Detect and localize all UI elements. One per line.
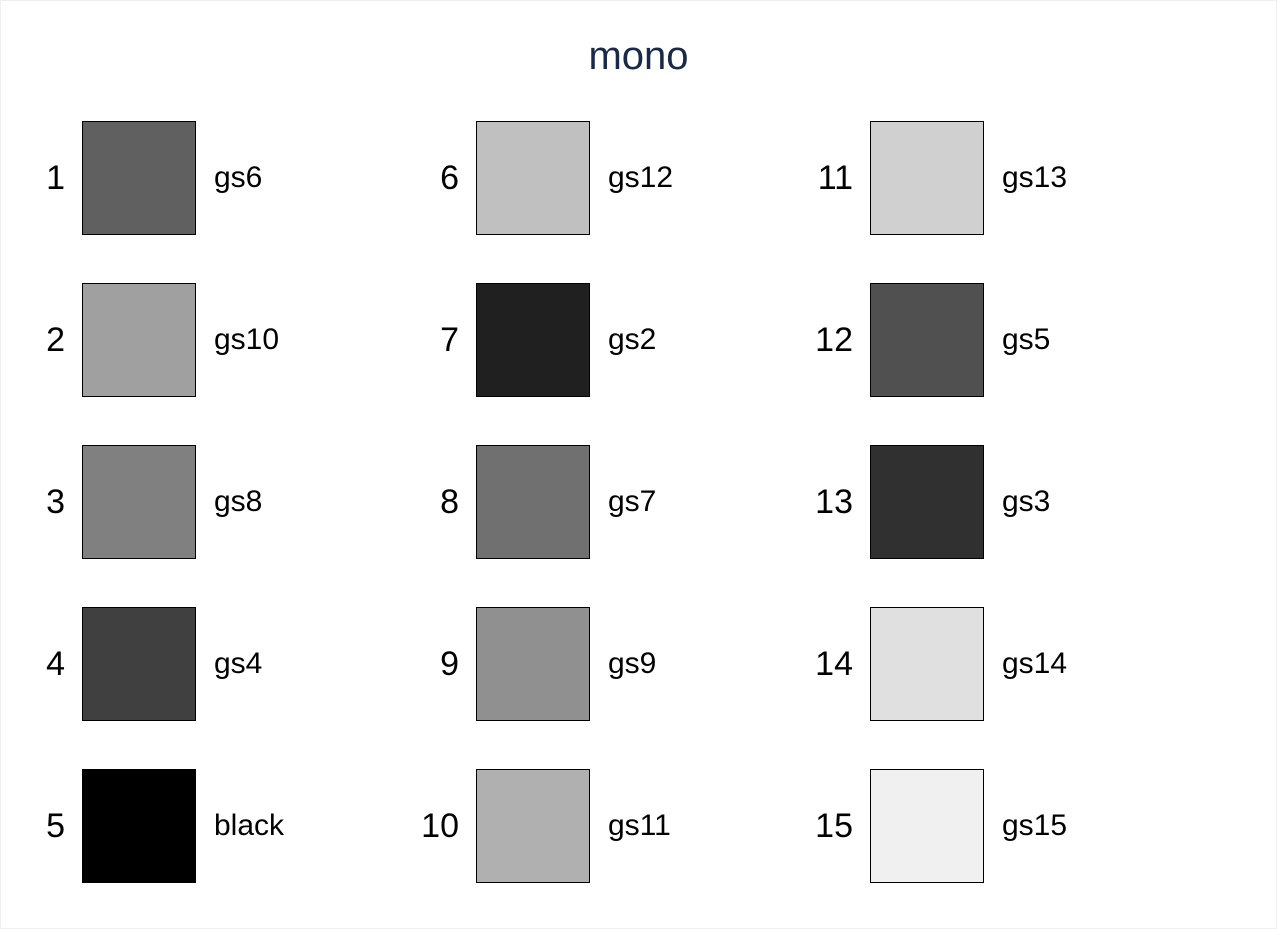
color-swatch <box>82 283 196 397</box>
swatch-index: 13 <box>815 483 853 521</box>
swatch-name: gs7 <box>608 485 657 518</box>
swatch-cell: 15 gs15 <box>788 769 1182 883</box>
swatch-cell: 1 gs6 <box>0 121 394 235</box>
swatch-cell: 10 gs11 <box>394 769 788 883</box>
swatch-name: gs6 <box>214 161 263 194</box>
swatch-cell: 6 gs12 <box>394 121 788 235</box>
color-swatch <box>870 769 984 883</box>
color-swatch <box>870 607 984 721</box>
color-swatch <box>476 769 590 883</box>
swatch-name: black <box>214 809 285 842</box>
color-swatch <box>82 121 196 235</box>
swatch-name: gs9 <box>608 647 657 680</box>
swatch-index: 15 <box>815 807 853 845</box>
swatch-cell: 13 gs3 <box>788 445 1182 559</box>
swatch-cell: 2 gs10 <box>0 283 394 397</box>
color-swatch <box>870 445 984 559</box>
swatch-name: gs2 <box>608 323 657 356</box>
swatch-name: gs13 <box>1002 161 1068 194</box>
swatch-cell: 14 gs14 <box>788 607 1182 721</box>
swatch-index: 14 <box>815 645 853 683</box>
swatch-index: 7 <box>440 321 459 359</box>
color-swatch <box>82 445 196 559</box>
swatch-name: gs15 <box>1002 809 1068 842</box>
swatch-name: gs8 <box>214 485 263 518</box>
swatch-index: 9 <box>440 645 459 683</box>
swatch-name: gs4 <box>214 647 263 680</box>
swatch-cell: 7 gs2 <box>394 283 788 397</box>
swatch-name: gs3 <box>1002 485 1051 518</box>
color-swatch <box>870 283 984 397</box>
swatch-cell: 5 black <box>0 769 394 883</box>
swatch-index: 1 <box>46 159 65 197</box>
swatch-cell: 4 gs4 <box>0 607 394 721</box>
swatch-index: 11 <box>817 159 853 197</box>
swatch-index: 5 <box>46 807 65 845</box>
swatch-name: gs14 <box>1002 647 1068 680</box>
swatch-index: 12 <box>815 321 853 359</box>
color-swatch <box>476 121 590 235</box>
swatch-cell: 8 gs7 <box>394 445 788 559</box>
swatch-index: 2 <box>46 321 65 359</box>
palette-title: mono <box>588 34 689 78</box>
swatch-cell: 12 gs5 <box>788 283 1182 397</box>
swatch-cell: 11 gs13 <box>788 121 1182 235</box>
color-swatch <box>476 283 590 397</box>
swatch-name: gs5 <box>1002 323 1051 356</box>
swatch-cell: 9 gs9 <box>394 607 788 721</box>
color-swatch <box>82 607 196 721</box>
color-swatch <box>870 121 984 235</box>
swatch-name: gs10 <box>214 323 280 356</box>
swatch-name: gs12 <box>608 161 674 194</box>
swatch-index: 3 <box>46 483 65 521</box>
color-swatch <box>476 607 590 721</box>
swatch-index: 10 <box>421 807 459 845</box>
color-swatch <box>82 769 196 883</box>
swatch-name: gs11 <box>608 809 671 842</box>
swatch-index: 8 <box>440 483 459 521</box>
color-swatch <box>476 445 590 559</box>
swatch-index: 4 <box>46 645 65 683</box>
swatch-cell: 3 gs8 <box>0 445 394 559</box>
swatch-index: 6 <box>440 159 459 197</box>
